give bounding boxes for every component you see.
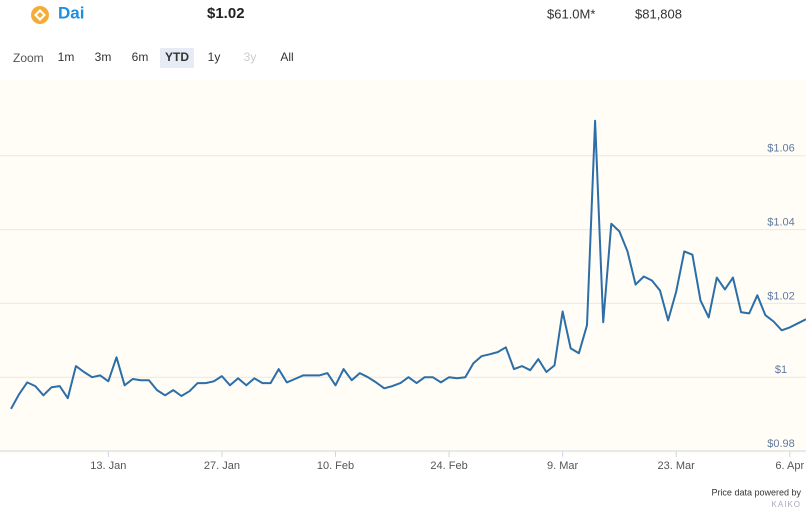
price-line: [10, 119, 806, 410]
zoom-button[interactable]: All: [280, 50, 293, 64]
zoom-button[interactable]: YTD: [165, 50, 189, 64]
x-tick-label: 24. Feb: [430, 460, 467, 472]
zoom-button[interactable]: 6m: [132, 50, 149, 64]
zoom-button[interactable]: 1y: [208, 50, 221, 64]
x-tick-label: 27. Jan: [204, 460, 240, 472]
coin-name[interactable]: Dai: [58, 3, 84, 22]
market-cap: $61.0M*: [547, 6, 595, 21]
plot-background: [0, 80, 806, 455]
y-tick-label: $1.02: [767, 290, 795, 302]
y-tick-label: $1.06: [767, 143, 795, 155]
volume: $81,808: [635, 6, 682, 21]
zoom-button[interactable]: 1m: [58, 50, 75, 64]
credit-brand[interactable]: KAIKO: [772, 500, 801, 509]
y-tick-label: $0.98: [767, 438, 795, 450]
zoom-button: 3y: [244, 50, 257, 64]
price: $1.02: [207, 5, 245, 22]
credit-text: Price data powered by: [711, 487, 801, 497]
zoom-button[interactable]: 3m: [95, 50, 112, 64]
x-tick-label: 23. Mar: [658, 460, 696, 472]
zoom-button-bg: [160, 48, 194, 68]
y-tick-label: $1: [775, 364, 787, 376]
x-tick-label: 9. Mar: [547, 460, 579, 472]
zoom-label: Zoom: [13, 51, 44, 65]
x-tick-label: 6. Apr: [775, 460, 804, 472]
coin-icon: [31, 6, 49, 24]
y-tick-label: $1.04: [767, 217, 795, 229]
x-tick-label: 10. Feb: [317, 460, 354, 472]
x-tick-label: 13. Jan: [90, 460, 126, 472]
